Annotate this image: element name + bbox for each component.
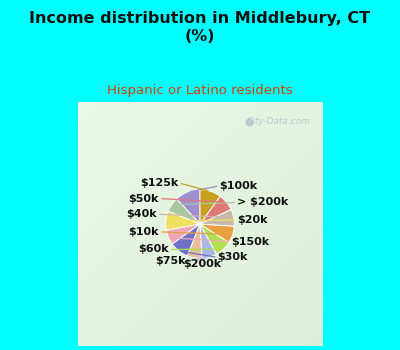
Wedge shape xyxy=(200,190,220,224)
Text: City-Data.com: City-Data.com xyxy=(246,117,310,126)
Wedge shape xyxy=(166,224,200,244)
Wedge shape xyxy=(200,224,234,243)
Wedge shape xyxy=(176,190,200,224)
Wedge shape xyxy=(200,209,234,226)
Wedge shape xyxy=(166,211,200,230)
Wedge shape xyxy=(200,224,229,254)
Text: Income distribution in Middlebury, CT
(%): Income distribution in Middlebury, CT (%… xyxy=(30,10,370,44)
Text: > $200k: > $200k xyxy=(237,197,288,208)
Text: Hispanic or Latino residents: Hispanic or Latino residents xyxy=(107,84,293,97)
Wedge shape xyxy=(200,196,231,224)
Text: $75k: $75k xyxy=(155,256,185,266)
Text: $40k: $40k xyxy=(126,209,157,219)
Text: $100k: $100k xyxy=(220,181,258,191)
Text: $150k: $150k xyxy=(231,237,270,247)
Wedge shape xyxy=(200,224,216,258)
Text: $20k: $20k xyxy=(237,215,268,225)
Text: $30k: $30k xyxy=(218,252,248,262)
Text: $200k: $200k xyxy=(183,259,221,269)
Wedge shape xyxy=(172,224,200,256)
Wedge shape xyxy=(168,199,200,224)
Text: $50k: $50k xyxy=(128,194,159,203)
Text: $60k: $60k xyxy=(138,245,169,254)
Wedge shape xyxy=(187,224,202,258)
Text: $10k: $10k xyxy=(128,227,159,237)
Text: $125k: $125k xyxy=(140,178,178,188)
